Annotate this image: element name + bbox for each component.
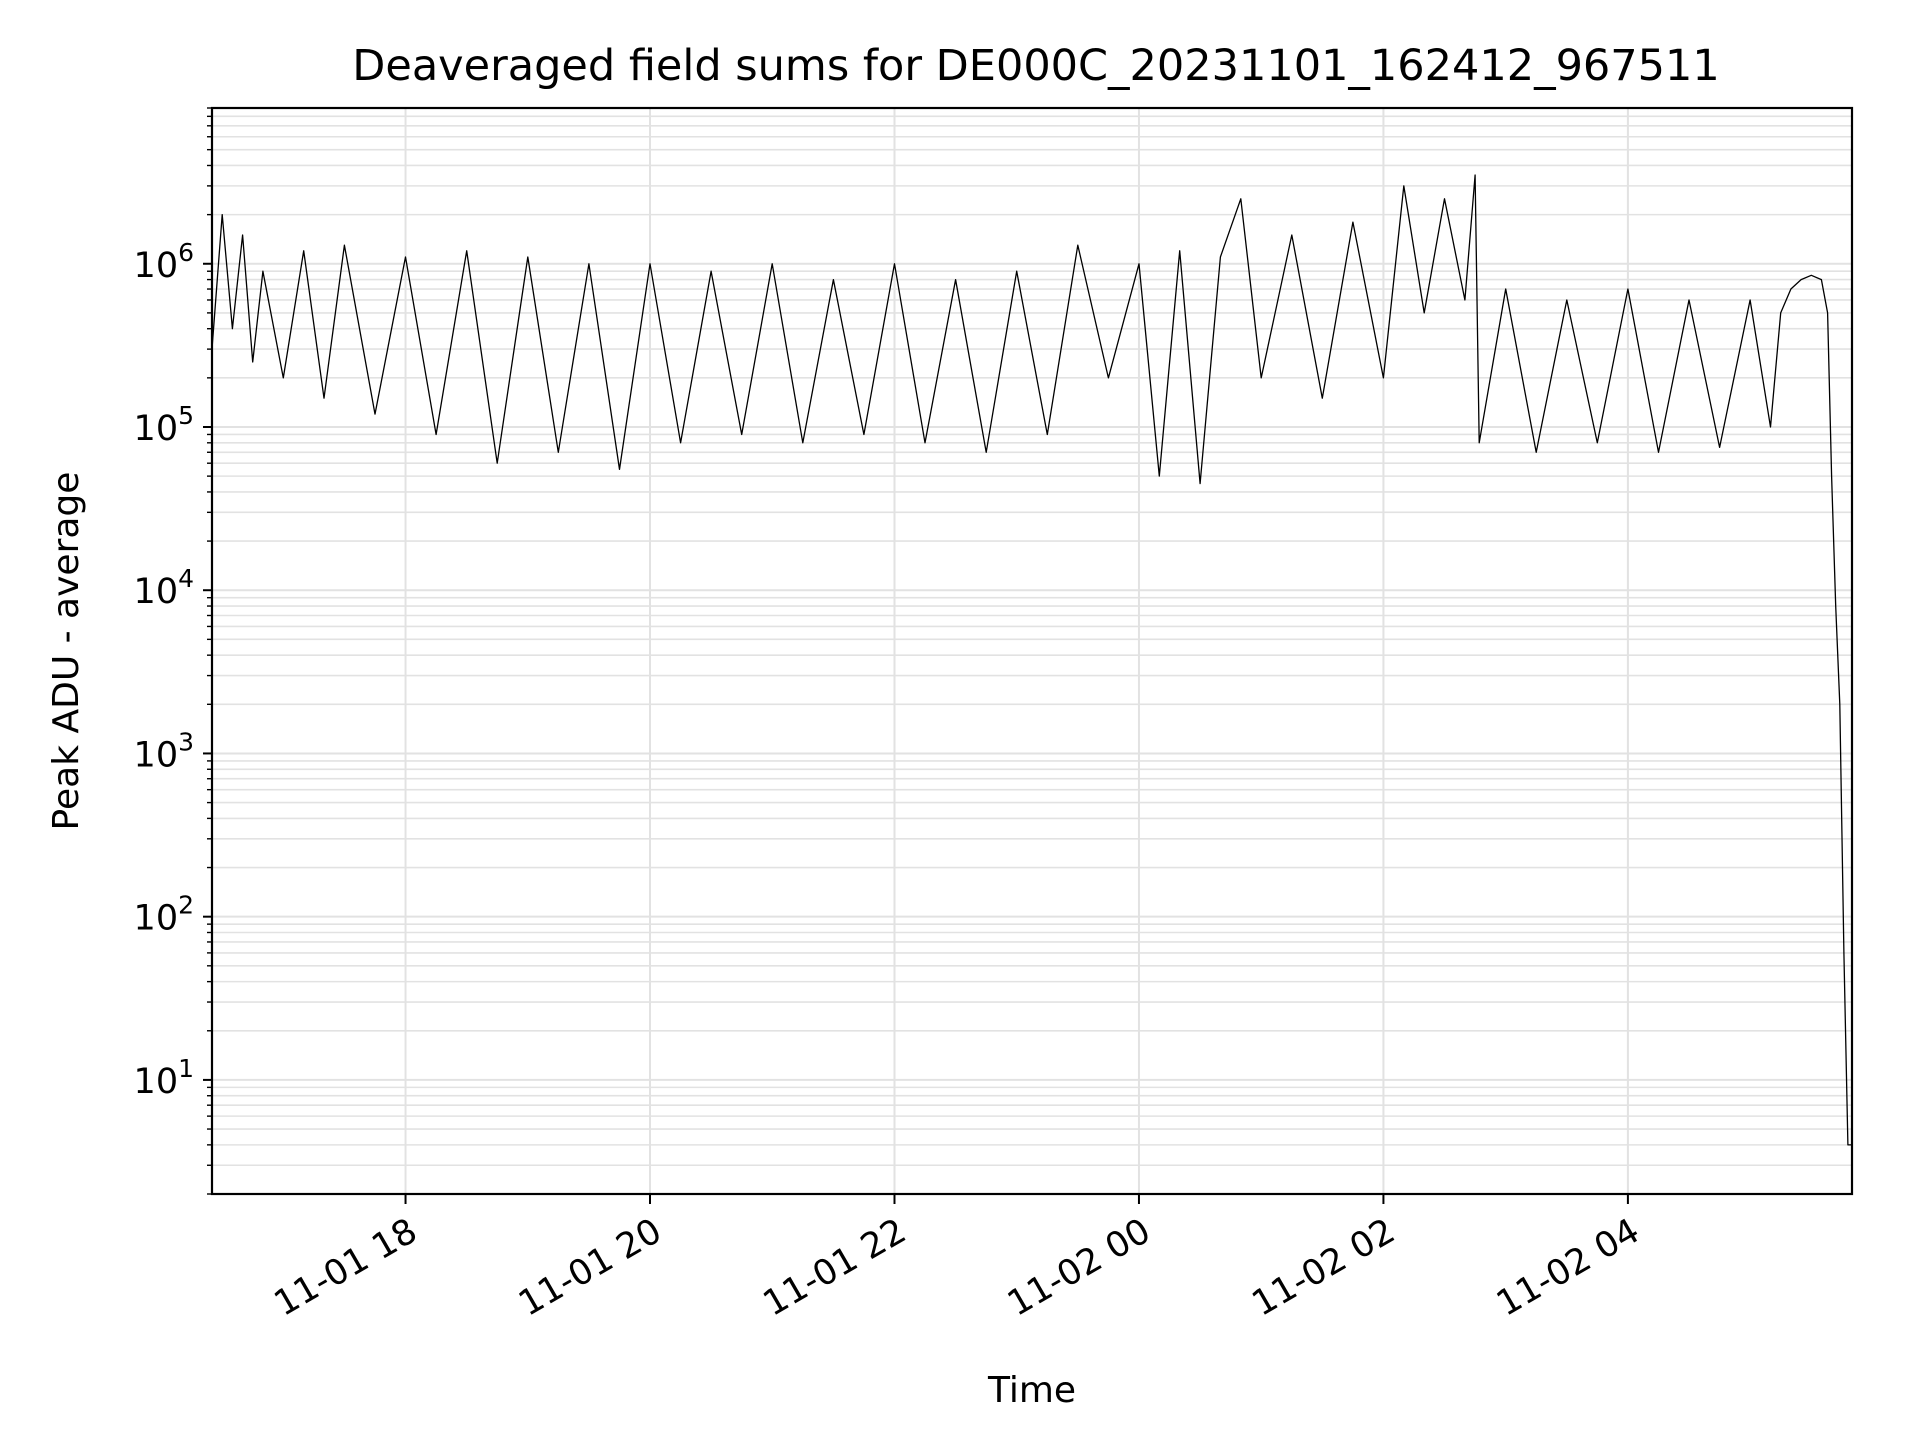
x-tick-label: 11-01 22 — [757, 1211, 913, 1324]
y-tick-label: 105 — [134, 401, 194, 449]
y-tick-label: 101 — [134, 1054, 194, 1102]
y-tick-label: 104 — [134, 564, 194, 612]
y-tick-label: 102 — [134, 891, 194, 939]
series-line — [211, 174, 1852, 1146]
x-tick-label: 11-02 02 — [1246, 1211, 1402, 1324]
x-axis-label: Time — [987, 1370, 1076, 1411]
y-tick-label: 103 — [134, 727, 194, 775]
chart-title: Deaveraged field sums for DE000C_2023110… — [352, 41, 1719, 91]
x-tick-label: 11-01 18 — [268, 1211, 424, 1324]
plot-frame — [210, 106, 1854, 1196]
y-axis-label: Peak ADU - average — [46, 472, 87, 831]
x-tick-label: 11-02 00 — [1001, 1211, 1157, 1324]
series-layer — [211, 174, 1852, 1146]
x-tick-label: 11-01 20 — [512, 1211, 668, 1324]
grid — [212, 107, 1852, 1195]
x-tick-label: 11-02 04 — [1490, 1211, 1646, 1324]
y-tick-label: 106 — [134, 238, 194, 286]
